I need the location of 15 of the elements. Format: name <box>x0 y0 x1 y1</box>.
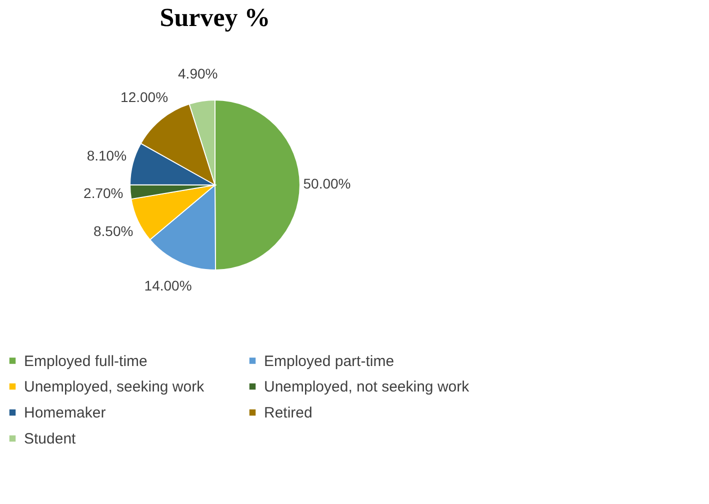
legend-label: Unemployed, not seeking work <box>264 378 470 396</box>
data-label: 14.00% <box>144 278 192 294</box>
data-label: 12.00% <box>120 89 168 106</box>
data-label: 4.90% <box>178 65 218 82</box>
data-label: 2.70% <box>84 185 124 202</box>
data-label: 50.00% <box>303 176 351 192</box>
legend-label: Student <box>24 430 77 448</box>
chart-title: Survey % <box>160 3 270 32</box>
legend-label: Unemployed, seeking work <box>24 378 205 396</box>
legend-label: Homemaker <box>24 404 106 422</box>
data-label: 8.10% <box>86 148 127 164</box>
data-label: 8.50% <box>93 222 134 239</box>
legend-label: Retired <box>264 404 312 422</box>
legend-label: Employed part-time <box>264 352 394 370</box>
legend-label: Employed full-time <box>24 352 148 370</box>
